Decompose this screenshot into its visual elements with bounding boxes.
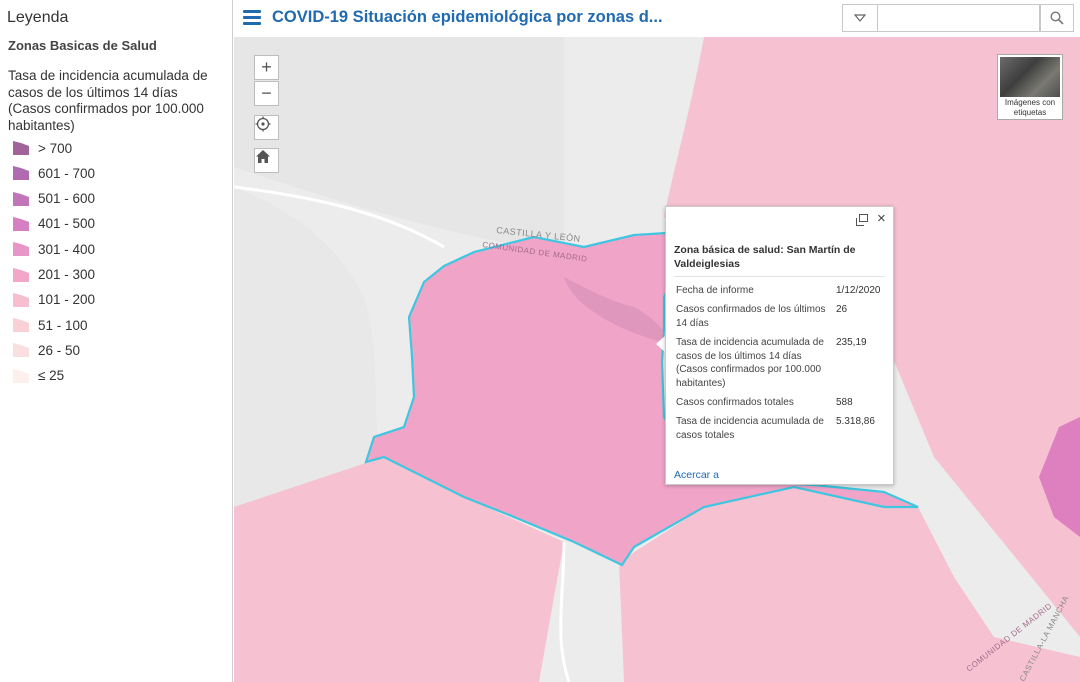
legend-item: 301 - 400: [12, 239, 95, 259]
legend-label: ≤ 25: [38, 368, 65, 384]
legend-label: 101 - 200: [38, 292, 96, 308]
popup-pointer: [656, 335, 666, 353]
popup-attribute-value: 5.318,86: [836, 416, 875, 427]
legend-swatch: [13, 267, 29, 282]
legend-label: 501 - 600: [38, 191, 96, 207]
legend-swatch: [13, 166, 29, 181]
popup-attribute-value: 26: [836, 304, 848, 315]
menu-icon[interactable]: [243, 10, 261, 26]
popup-attribute-label: Tasa de incidencia acumulada de casos to…: [676, 416, 824, 441]
legend-swatch: [13, 242, 29, 257]
app-title: COVID-19 Situación epidemiológica por zo…: [272, 8, 663, 26]
popup-title: Zona básica de salud: San Martín de Vald…: [674, 244, 856, 270]
popup-attribute-value: 1/12/2020: [836, 285, 881, 296]
legend-label: 601 - 700: [38, 165, 96, 181]
legend-item: 101 - 200: [12, 290, 95, 310]
legend-item: 26 - 50: [12, 340, 80, 360]
map-canvas[interactable]: CASTILLA Y LEÓN COMUNIDAD DE MADRID COMU…: [234, 37, 1080, 682]
legend-label: 301 - 400: [38, 241, 96, 257]
popup-attribute-value: 588: [836, 397, 853, 408]
legend-swatch: [13, 216, 29, 231]
home-button[interactable]: [254, 148, 279, 173]
search-source-dropdown[interactable]: [842, 4, 878, 32]
map-view[interactable]: CASTILLA Y LEÓN COMUNIDAD DE MADRID COMU…: [234, 37, 1080, 682]
legend-item: > 700: [12, 138, 72, 158]
legend-label: 51 - 100: [38, 317, 88, 333]
legend-item: ≤ 25: [12, 366, 64, 386]
popup-header: ×: [666, 207, 893, 233]
popup-attribute-label: Casos confirmados totales: [676, 397, 794, 408]
legend-item: 51 - 100: [12, 315, 88, 335]
legend-swatch: [13, 318, 29, 333]
search-icon: [1050, 11, 1064, 25]
app-header: COVID-19 Situación epidemiológica por zo…: [234, 0, 1080, 38]
home-icon: [256, 150, 270, 163]
basemap-toggle[interactable]: Imágenes con etiquetas: [997, 54, 1063, 120]
legend-panel: Leyenda Zonas Basicas de Salud Tasa de i…: [0, 0, 233, 682]
search-input[interactable]: [878, 4, 1040, 32]
popup-attribute-label: Tasa de incidencia acumulada de casos de…: [676, 337, 824, 389]
search-button[interactable]: [1040, 4, 1074, 32]
legend-label: 201 - 300: [38, 267, 96, 282]
dock-icon[interactable]: [856, 214, 868, 226]
popup-attribute-label: Fecha de informe: [676, 285, 754, 296]
locate-button[interactable]: [254, 115, 279, 140]
legend-label: 401 - 500: [38, 216, 96, 232]
legend-item: 401 - 500: [12, 214, 95, 234]
chevron-down-icon: [854, 14, 866, 22]
popup-attribute-value: 235,19: [836, 337, 867, 348]
legend-swatch: [13, 292, 29, 307]
legend-description: Tasa de incidencia acumulada de casos de…: [8, 68, 208, 133]
feature-popup: × Zona básica de salud: San Martín de Va…: [665, 206, 894, 485]
popup-attribute-label: Casos confirmados de los últimos 14 días: [676, 304, 826, 329]
zoom-to-link[interactable]: Acercar a: [674, 469, 719, 481]
locate-icon: [255, 116, 271, 132]
basemap-label: Imágenes con etiquetas: [1004, 98, 1056, 117]
legend-item: 501 - 600: [12, 189, 95, 209]
basemap-thumbnail: [1000, 57, 1060, 97]
legend-label: > 700: [38, 140, 73, 156]
zoom-in-button[interactable]: +: [254, 55, 279, 80]
minus-icon: −: [261, 83, 272, 103]
popup-divider: [674, 276, 885, 277]
legend-swatch: [13, 191, 29, 206]
legend-layer-name: Zonas Basicas de Salud: [8, 38, 157, 53]
close-icon[interactable]: ×: [877, 210, 886, 227]
legend-item: 201 - 300: [12, 265, 95, 285]
legend-heading: Leyenda: [7, 9, 69, 26]
legend-swatch: [13, 343, 29, 358]
legend-swatch: [13, 368, 29, 383]
legend-swatch: [13, 141, 29, 155]
legend-label: 26 - 50: [38, 342, 81, 358]
plus-icon: +: [261, 57, 272, 77]
zoom-out-button[interactable]: −: [254, 81, 279, 106]
legend-item: 601 - 700: [12, 163, 95, 183]
